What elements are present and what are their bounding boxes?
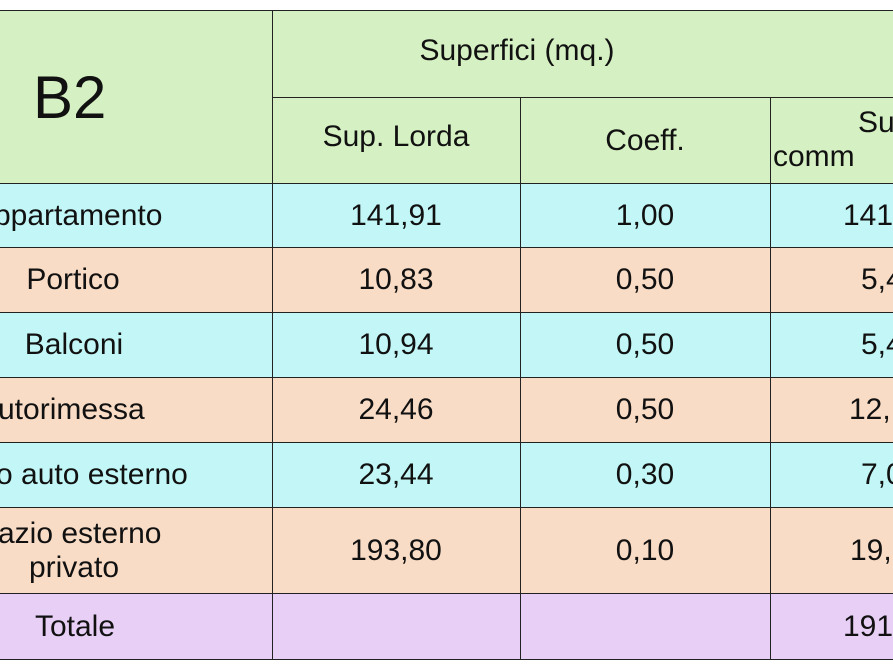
cell-value: 23,44 — [358, 458, 434, 491]
table-cell — [0, 442, 273, 508]
table-cell — [520, 593, 771, 660]
column-header: Coeff. — [605, 124, 685, 157]
table-cell — [272, 97, 521, 184]
cell-value: 0,50 — [615, 393, 675, 426]
cell-value: 0,10 — [615, 533, 675, 567]
table-cell — [272, 377, 521, 443]
group-header: Superfici (mq.) — [419, 34, 615, 67]
cell-value: 191 — [843, 609, 893, 643]
table-cell — [0, 247, 273, 313]
cell-value: 0,30 — [615, 458, 675, 491]
table-cell — [520, 507, 771, 594]
cell-value: 12, — [849, 393, 891, 426]
cell-value: 5,4 — [861, 328, 893, 361]
row-label: privato — [28, 550, 120, 584]
cell-value: 141,91 — [350, 198, 442, 232]
table-cell — [0, 593, 273, 660]
table-cell — [770, 442, 893, 508]
column-header: Sup. Lorda — [322, 120, 470, 153]
table-cell — [272, 312, 521, 378]
cell-value: 1,00 — [615, 198, 675, 232]
table-cell — [0, 10, 273, 184]
column-header: Su — [858, 106, 893, 139]
cell-value: 141 — [843, 198, 893, 232]
row-label: Portico — [26, 263, 120, 296]
column-header: comm — [773, 140, 855, 173]
table-cell — [0, 312, 273, 378]
table-cell — [770, 183, 893, 248]
table-cell — [770, 507, 893, 594]
table-cell — [272, 10, 893, 98]
row-label: Balconi — [24, 328, 124, 361]
table-cell — [272, 183, 521, 248]
table-cell — [770, 593, 893, 660]
cell-value: 5,4 — [861, 263, 893, 296]
row-label: Totale — [34, 609, 116, 643]
table-cell — [770, 377, 893, 443]
cell-value: 10,83 — [358, 263, 434, 296]
row-label: ppartamento — [0, 198, 163, 232]
cell-value: 0,50 — [615, 328, 675, 361]
table-cell — [520, 97, 771, 184]
table-cell — [272, 593, 521, 660]
table-cell — [0, 507, 273, 594]
cell-value: 0,50 — [615, 263, 675, 296]
cell-value: 24,46 — [358, 393, 434, 426]
cell-value: 193,80 — [350, 533, 442, 567]
table-cell — [520, 183, 771, 248]
row-label: utorimessa — [0, 393, 145, 426]
cell-value: 7,0 — [861, 458, 893, 491]
table-cell — [520, 377, 771, 443]
table-cell — [520, 442, 771, 508]
row-label: azio esterno — [0, 516, 162, 550]
row-label: o auto esterno — [0, 458, 188, 491]
cell-value: 10,94 — [358, 328, 434, 361]
cell-value: 19, — [850, 533, 892, 567]
table-cell — [520, 312, 771, 378]
title: B2 — [33, 64, 107, 131]
